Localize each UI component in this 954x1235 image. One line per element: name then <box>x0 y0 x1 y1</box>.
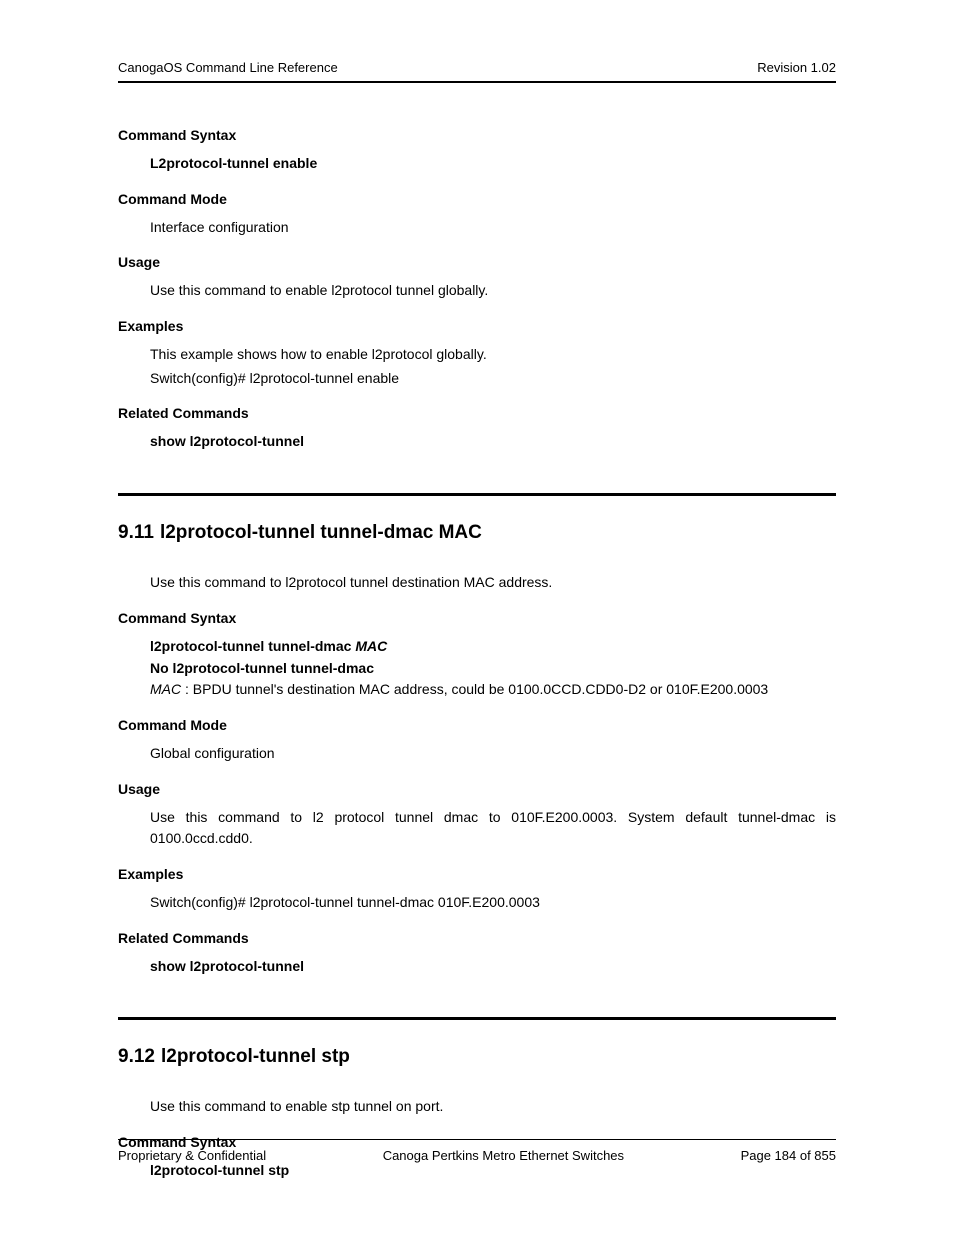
section-title-text: l2protocol-tunnel stp <box>161 1046 350 1067</box>
syntax-desc: : BPDU tunnel's destination MAC address,… <box>181 681 768 697</box>
examples-heading: Examples <box>118 318 836 334</box>
section-9-12-title: 9.12 l2protocol-tunnel stp <box>118 1046 836 1068</box>
section-9-11-title: 9.11 l2protocol-tunnel tunnel-dmac MAC <box>118 522 836 544</box>
command-syntax-line-2: No l2protocol-tunnel tunnel-dmac <box>150 658 836 680</box>
page-footer: Proprietary & Confidential Canoga Pertki… <box>118 1139 836 1163</box>
related-commands-line: show l2protocol-tunnel <box>150 431 836 453</box>
command-syntax-heading: Command Syntax <box>118 610 836 626</box>
usage-line: Use this command to l2 protocol tunnel d… <box>150 807 836 850</box>
section-number: 9.12 <box>118 1046 155 1068</box>
command-mode-line: Global configuration <box>150 743 836 765</box>
examples-line-1: This example shows how to enable l2proto… <box>150 344 836 366</box>
related-commands-heading: Related Commands <box>118 405 836 421</box>
section-title-text: l2protocol-tunnel tunnel-dmac MAC <box>160 522 482 543</box>
header-right: Revision 1.02 <box>757 60 836 75</box>
footer-left: Proprietary & Confidential <box>118 1148 266 1163</box>
command-syntax-line-1: l2protocol-tunnel tunnel-dmac MAC <box>150 636 836 658</box>
section-number: 9.11 <box>118 522 154 544</box>
related-commands-heading: Related Commands <box>118 930 836 946</box>
section-divider <box>118 1017 836 1020</box>
section-divider <box>118 493 836 496</box>
usage-line: Use this command to enable l2protocol tu… <box>150 280 836 302</box>
command-mode-line: Interface configuration <box>150 217 836 239</box>
usage-heading: Usage <box>118 254 836 270</box>
command-syntax-line: L2protocol-tunnel enable <box>150 153 836 175</box>
command-mode-heading: Command Mode <box>118 717 836 733</box>
document-page: CanogaOS Command Line Reference Revision… <box>0 0 954 1235</box>
syntax-param: MAC <box>150 681 181 697</box>
header-left: CanogaOS Command Line Reference <box>118 60 338 75</box>
command-syntax-heading: Command Syntax <box>118 127 836 143</box>
command-mode-heading: Command Mode <box>118 191 836 207</box>
footer-center: Canoga Pertkins Metro Ethernet Switches <box>383 1148 624 1163</box>
related-commands-line: show l2protocol-tunnel <box>150 956 836 978</box>
examples-line-2: Switch(config)# l2protocol-tunnel enable <box>150 368 836 390</box>
examples-heading: Examples <box>118 866 836 882</box>
page-header: CanogaOS Command Line Reference Revision… <box>118 60 836 83</box>
section-intro: Use this command to l2protocol tunnel de… <box>150 572 836 594</box>
section-intro: Use this command to enable stp tunnel on… <box>150 1096 836 1118</box>
syntax-param: MAC <box>355 638 387 654</box>
syntax-text: l2protocol-tunnel tunnel-dmac <box>150 638 355 654</box>
usage-heading: Usage <box>118 781 836 797</box>
examples-line: Switch(config)# l2protocol-tunnel tunnel… <box>150 892 836 914</box>
command-syntax-line-3: MAC : BPDU tunnel's destination MAC addr… <box>150 679 836 701</box>
command-syntax-line: l2protocol-tunnel stp <box>150 1160 836 1182</box>
footer-right: Page 184 of 855 <box>741 1148 836 1163</box>
